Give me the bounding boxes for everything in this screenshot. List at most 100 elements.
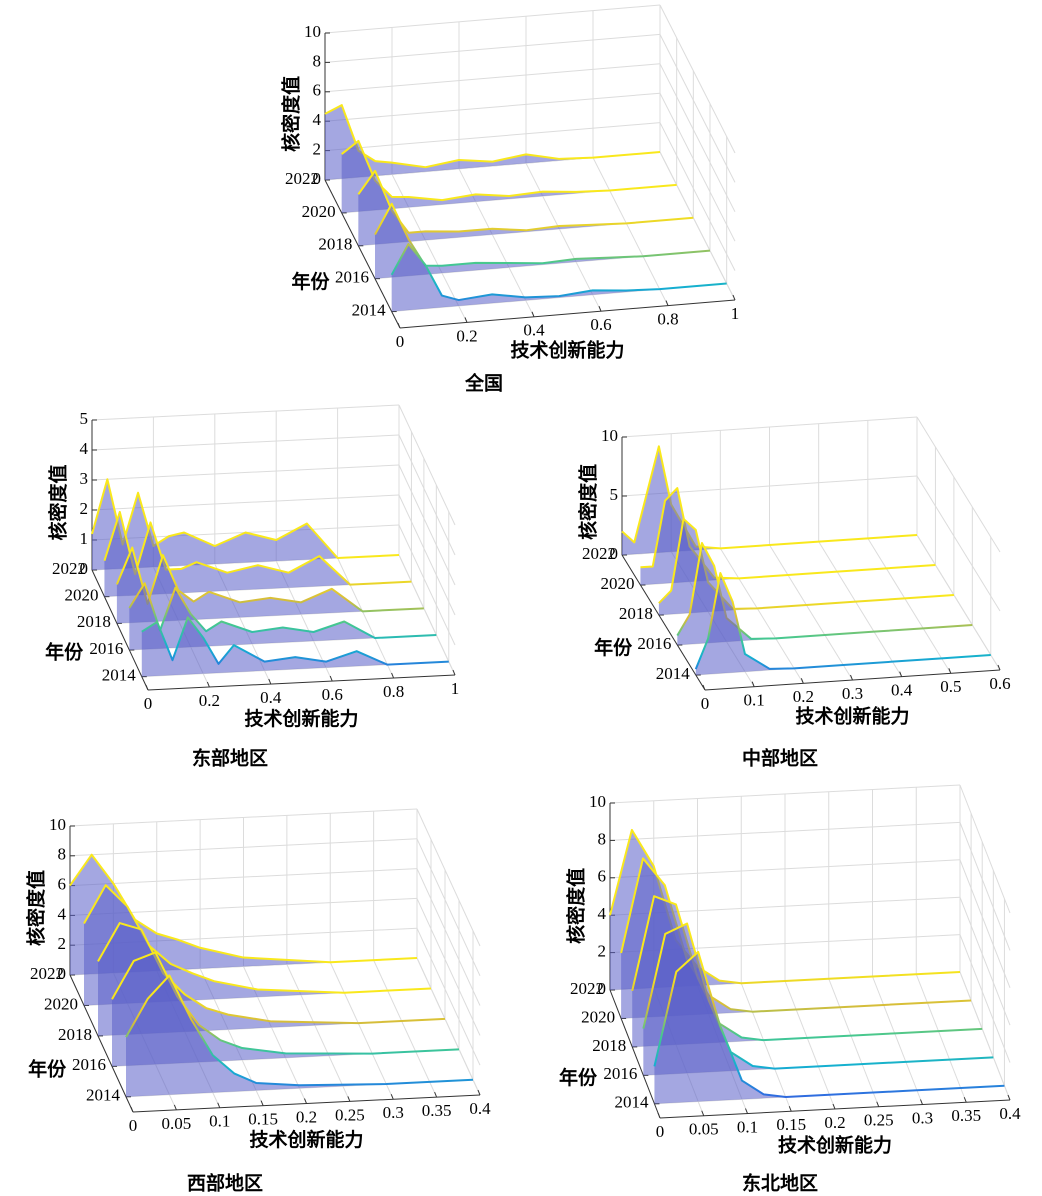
grid-line <box>399 465 455 585</box>
x-tick-label: 0.4 <box>999 1104 1021 1123</box>
z-tick-label: 2 <box>598 942 607 961</box>
x-axis-label: 技术创新能力 <box>244 707 358 730</box>
z-tick-label: 6 <box>598 867 607 886</box>
y-axis-label: 年份 <box>559 1066 598 1089</box>
x-tick-label: 0.2 <box>296 1107 317 1126</box>
grid-line <box>399 495 455 615</box>
x-axis-label: 技术创新能力 <box>510 338 624 361</box>
chart-title: 西部地区 <box>187 1171 263 1194</box>
grid-line <box>829 979 879 1107</box>
grid-line <box>325 93 660 121</box>
grid-line <box>770 545 853 680</box>
x-tick-label: 0.05 <box>162 1114 192 1133</box>
x-tick-label: 0.25 <box>335 1105 365 1124</box>
x-axis <box>148 675 455 690</box>
x-tick-label: 0 <box>656 1122 665 1141</box>
x-tick <box>348 1096 350 1101</box>
x-tick-label: 0.15 <box>776 1115 806 1134</box>
z-tick-label: 0 <box>610 544 619 563</box>
grid-line <box>399 525 455 645</box>
grid-line <box>960 860 1010 988</box>
surface-fill <box>142 617 449 676</box>
grid-line <box>660 152 735 300</box>
x-tick-label: 0.35 <box>422 1101 452 1120</box>
x-tick <box>131 1107 133 1112</box>
x-tick-label: 0.2 <box>824 1113 845 1132</box>
x-tick-label: 0.5 <box>940 677 961 696</box>
y-tick-label: 2018 <box>318 235 352 254</box>
grid-line <box>399 435 455 555</box>
z-tick-label: 5 <box>80 409 89 428</box>
x-tick-label: 1 <box>451 679 460 698</box>
grid-line <box>526 163 601 311</box>
x-tick-label: 0.3 <box>383 1103 404 1122</box>
grid-line <box>660 64 735 212</box>
z-tick-label: 2 <box>80 499 89 518</box>
x-tick-label: 0.6 <box>590 315 611 334</box>
x-tick-label: 0.2 <box>793 687 814 706</box>
grid-line <box>960 897 1010 1025</box>
x-tick <box>391 1094 393 1099</box>
y-tick-label: 2014 <box>656 664 691 683</box>
grid-line <box>960 972 1010 1100</box>
x-tick <box>174 1105 176 1110</box>
chart-title: 全国 <box>464 371 503 394</box>
y-tick-label: 2018 <box>619 604 653 623</box>
grid-line <box>325 64 660 92</box>
grid-line <box>417 898 480 1035</box>
z-tick-label: 3 <box>80 469 89 488</box>
y-tick-label: 2018 <box>592 1036 626 1055</box>
z-tick-label: 8 <box>58 845 67 864</box>
z-tick-label: 0 <box>598 979 607 998</box>
x-tick-label: 0 <box>396 332 405 351</box>
y-axis-label: 年份 <box>594 636 633 659</box>
grid-line <box>819 542 902 677</box>
y-tick-label: 2014 <box>86 1086 121 1105</box>
x-tick-label: 0.3 <box>912 1108 933 1127</box>
x-tick-label: 0.8 <box>657 310 678 329</box>
z-tick-label: 8 <box>313 51 322 70</box>
grid-line <box>868 538 951 673</box>
x-tick-label: 0 <box>129 1116 138 1135</box>
grid-line <box>92 435 399 450</box>
x-tick-label: 0.6 <box>989 674 1010 693</box>
x-tick-label: 0.6 <box>322 685 343 704</box>
grid-line <box>417 928 480 1065</box>
y-tick-label: 2016 <box>603 1064 637 1083</box>
z-tick-label: 0 <box>313 169 322 188</box>
grid-line <box>92 465 399 480</box>
z-tick-label: 1 <box>80 529 89 548</box>
x-tick-label: 0.8 <box>383 682 404 701</box>
z-tick-label: 10 <box>49 815 66 834</box>
surface-fill <box>358 171 693 246</box>
x-tick <box>921 1100 923 1105</box>
z-tick-label: 4 <box>58 904 67 923</box>
x-tick-label: 0.2 <box>456 326 477 345</box>
grid-line <box>325 34 660 62</box>
grid-line <box>325 123 660 151</box>
x-tick-label: 0 <box>144 694 153 713</box>
x-tick-label: 1 <box>731 304 740 323</box>
y-tick-label: 2020 <box>64 586 98 605</box>
y-tick-label: 2016 <box>72 1055 106 1074</box>
z-tick-label: 0 <box>80 559 89 578</box>
surface-fill <box>696 573 991 675</box>
z-tick-label: 4 <box>598 904 607 923</box>
z-axis-label: 核密度值 <box>576 464 599 540</box>
y-tick-label: 2016 <box>335 268 369 287</box>
grid-line <box>917 417 1000 552</box>
surface-fill <box>325 105 660 180</box>
z-axis-label: 核密度值 <box>24 870 47 946</box>
x-tick <box>305 1099 307 1104</box>
y-tick-label: 2020 <box>44 994 78 1013</box>
grid-line <box>92 405 399 420</box>
z-tick-label: 8 <box>598 829 607 848</box>
z-tick-label: 6 <box>313 81 322 100</box>
x-tick <box>435 1092 437 1097</box>
grid-line <box>916 974 966 1102</box>
x-tick <box>261 1101 263 1106</box>
x-tick-label: 0.05 <box>689 1120 719 1139</box>
grid-line <box>960 935 1010 1063</box>
grid-line <box>873 977 923 1105</box>
